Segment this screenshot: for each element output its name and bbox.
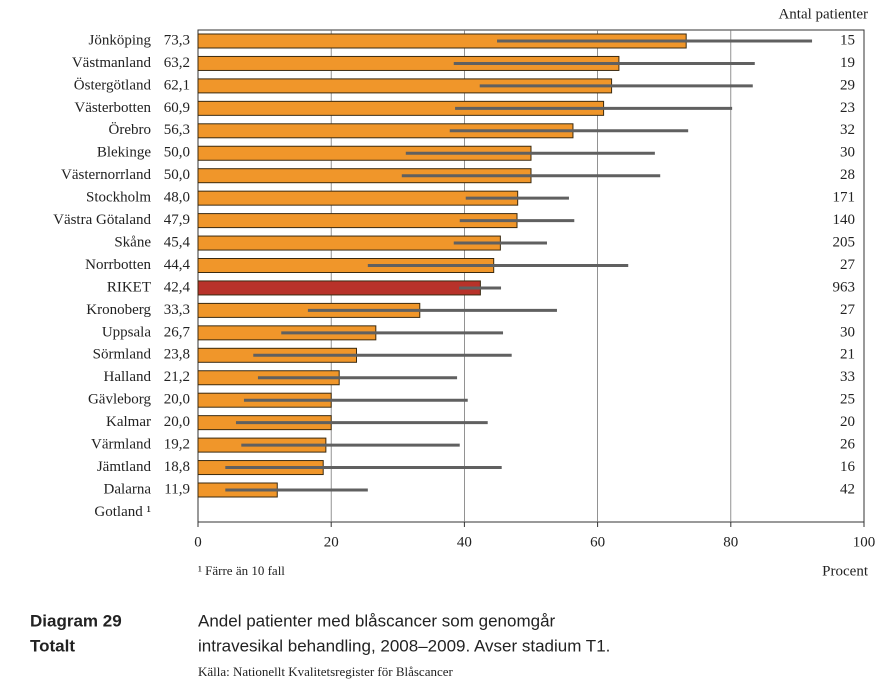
patient-count: 33 <box>840 369 855 385</box>
value-label: 48,0 <box>164 190 190 206</box>
patient-count: 25 <box>840 392 855 408</box>
y-tick-label: Stockholm <box>86 190 151 206</box>
value-label: 18,8 <box>164 459 190 475</box>
y-tick-label: Västmanland <box>72 55 152 71</box>
patient-count: 42 <box>840 481 855 497</box>
caption-label: Diagram 29 <box>30 611 122 630</box>
value-label: 45,4 <box>164 234 191 250</box>
y-tick-label: Dalarna <box>104 481 152 497</box>
value-label: 44,4 <box>164 257 191 273</box>
y-tick-label: Värmland <box>91 437 151 453</box>
value-label: 20,0 <box>164 392 190 408</box>
value-label: 56,3 <box>164 122 190 138</box>
y-tick-label: Uppsala <box>102 324 151 340</box>
y-tick-label: Östergötland <box>74 76 152 93</box>
caption: intravesikal behandling, 2008–2009. Avse… <box>198 636 610 655</box>
patient-count: 20 <box>840 414 855 430</box>
patient-count: 30 <box>840 324 855 340</box>
value-label: 60,9 <box>164 100 190 116</box>
value-label: 63,2 <box>164 55 190 71</box>
patient-count: 27 <box>840 257 856 273</box>
patient-count: 16 <box>840 459 856 475</box>
value-label: 11,9 <box>164 481 190 497</box>
value-label: 42,4 <box>164 279 191 295</box>
y-tick-label: RIKET <box>107 279 151 295</box>
y-tick-label: Skåne <box>114 234 151 250</box>
value-label: 20,0 <box>164 414 190 430</box>
patient-count: 171 <box>833 190 856 206</box>
patient-count: 30 <box>840 145 855 161</box>
patient-count: 29 <box>840 77 855 93</box>
caption-sublabel: Totalt <box>30 636 75 655</box>
y-tick-label: Halland <box>104 369 152 385</box>
patients-title: Antal patienter <box>778 6 868 22</box>
y-tick-label: Örebro <box>109 121 151 138</box>
patient-count: 963 <box>833 279 856 295</box>
x-tick-label: 60 <box>590 534 605 550</box>
patient-count: 21 <box>840 347 855 363</box>
value-label: 73,3 <box>164 32 190 48</box>
plot-frame <box>197 29 865 523</box>
x-tick-label: 0 <box>194 534 202 550</box>
patient-count: 32 <box>840 122 855 138</box>
value-label: 50,0 <box>164 167 190 183</box>
value-label: 21,2 <box>164 369 190 385</box>
patient-count: 23 <box>840 100 855 116</box>
patient-count: 15 <box>840 32 855 48</box>
footnote: ¹ Färre än 10 fall <box>198 563 285 578</box>
y-tick-label: Västernorrland <box>61 167 151 183</box>
value-label: 47,9 <box>164 212 190 228</box>
patient-count: 27 <box>840 302 856 318</box>
y-tick-label: Gotland ¹ <box>94 504 151 520</box>
x-tick-label: 20 <box>324 534 339 550</box>
patient-count: 19 <box>840 55 855 71</box>
patient-count: 140 <box>833 212 856 228</box>
y-tick-label: Västra Götaland <box>53 212 151 228</box>
x-tick-label: 80 <box>723 534 738 550</box>
caption: Andel patienter med blåscancer som genom… <box>198 611 556 630</box>
y-tick-label: Jämtland <box>97 459 152 475</box>
y-tick-label: Norrbotten <box>85 257 151 273</box>
value-label: 26,7 <box>164 324 191 340</box>
y-tick-label: Kalmar <box>106 414 151 430</box>
x-tick-label: 100 <box>853 534 876 550</box>
value-label: 19,2 <box>164 437 190 453</box>
x-tick-label: 40 <box>457 534 472 550</box>
y-tick-label: Sörmland <box>93 347 152 363</box>
bar <box>197 280 481 296</box>
value-label: 50,0 <box>164 145 190 161</box>
patient-count: 26 <box>840 437 856 453</box>
value-label: 62,1 <box>164 77 190 93</box>
x-axis-label: Procent <box>822 563 869 579</box>
patient-count: 205 <box>833 234 856 250</box>
y-tick-label: Västerbotten <box>74 100 151 116</box>
value-label: 23,8 <box>164 347 190 363</box>
source: Källa: Nationellt Kvalitetsregister för … <box>198 664 454 679</box>
y-tick-label: Jönköping <box>88 32 151 48</box>
y-tick-label: Gävleborg <box>88 392 152 408</box>
y-tick-label: Blekinge <box>97 145 151 161</box>
value-label: 33,3 <box>164 302 190 318</box>
patient-count: 28 <box>840 167 855 183</box>
y-tick-label: Kronoberg <box>86 302 151 318</box>
